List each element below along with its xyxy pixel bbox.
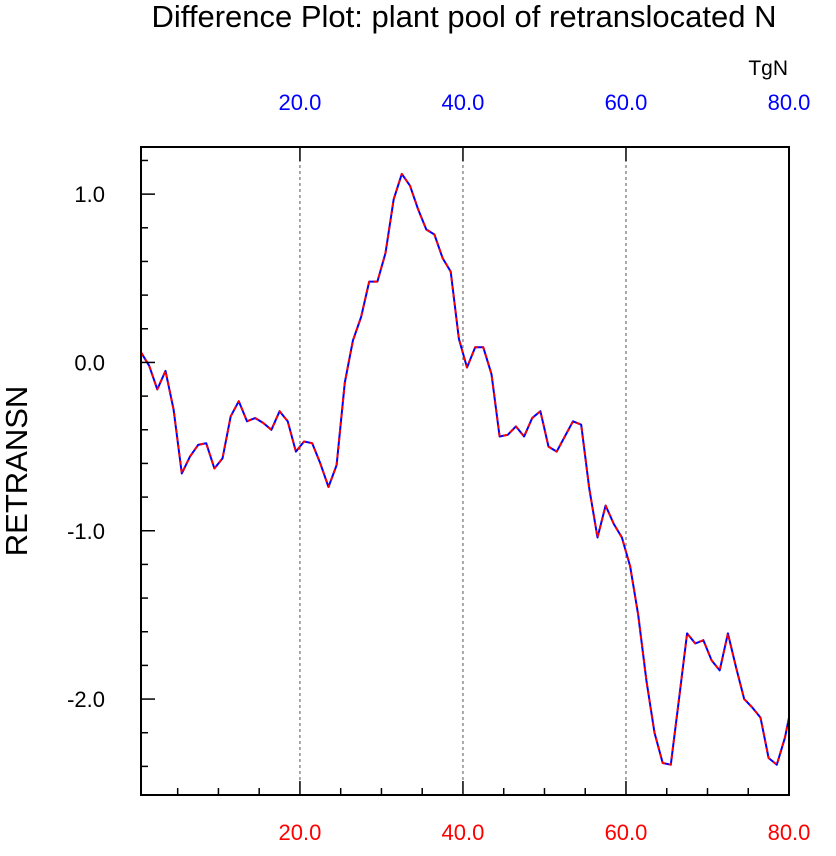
y-tick-label-0: 1.0 [74,182,105,207]
axis-ticks [141,147,790,795]
y-axis-title: RETRANSN [0,386,34,557]
y-tick-label-1: 0.0 [74,350,105,375]
x-tick-label-bottom-2: 60.0 [605,820,648,845]
data-series [140,172,790,766]
y-tick-label-3: -2.0 [67,687,105,712]
plot-frame [140,146,790,796]
tick-labels: 20.0 40.0 60.0 80.0 20.0 40.0 60.0 80.0 1.0 0.0 -1… [67,90,810,845]
series-line-red [140,172,790,766]
series-line-blue [140,172,790,766]
x-tick-label-top-3: 80.0 [768,90,811,115]
x-tick-label-bottom-1: 40.0 [442,820,485,845]
units-label: TgN [748,57,788,80]
x-tick-label-top-0: 20.0 [279,90,322,115]
x-tick-label-bottom-0: 20.0 [279,820,322,845]
y-tick-label-2: -1.0 [67,519,105,544]
x-tick-label-top-2: 60.0 [605,90,648,115]
x-tick-label-bottom-3: 80.0 [768,820,811,845]
grid-lines [299,147,627,795]
chart-title: Difference Plot: plant pool of retranslo… [152,0,777,34]
x-tick-label-top-1: 40.0 [442,90,485,115]
